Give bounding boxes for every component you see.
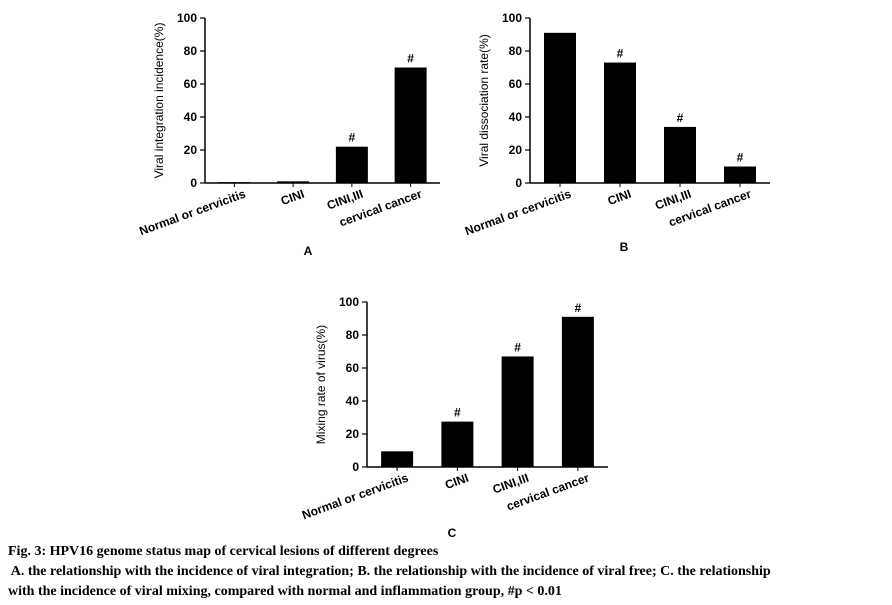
significance-mark: #	[349, 131, 356, 145]
y-tick-label: 100	[339, 295, 359, 309]
y-tick-label: 80	[184, 44, 198, 58]
bar	[335, 146, 368, 183]
bar	[501, 356, 534, 467]
x-tick-label: Normal or cervicitis	[463, 187, 573, 239]
bar	[277, 181, 310, 183]
bar	[724, 166, 756, 183]
x-tick-label: CINI	[606, 187, 633, 208]
bar	[394, 67, 427, 183]
y-tick-label: 80	[346, 328, 360, 342]
y-tick-label: 60	[184, 77, 198, 91]
panel: 0 20 40 60 80 100 Viral integration incidence(…	[137, 11, 440, 258]
y-tick-label: 60	[346, 361, 360, 375]
y-tick-label: 20	[509, 143, 523, 157]
significance-mark: #	[737, 151, 744, 165]
y-tick-label: 60	[509, 77, 523, 91]
y-tick-label: 100	[502, 11, 522, 25]
y-axis-label: Viral integration incidence(%)	[152, 23, 166, 179]
bar	[441, 421, 474, 467]
charts: 0 20 40 60 80 100 Viral integration incidence(…	[137, 11, 770, 540]
y-tick-label: 20	[346, 427, 360, 441]
bar	[561, 316, 594, 467]
y-axis-label: Mixing rate of virus(%)	[314, 325, 328, 444]
y-axis-label: Viral dissociation rate(%)	[477, 34, 491, 167]
significance-mark: #	[677, 111, 684, 125]
caption-title: Fig. 3: HPV16 genome status map of cervi…	[8, 544, 439, 559]
panel-label: C	[448, 526, 457, 540]
panel: 0 20 40 60 80 100 Viral dissociation rate(%) No…	[463, 11, 770, 254]
panel-label: B	[620, 240, 629, 254]
panel-label: A	[304, 244, 313, 258]
y-tick-label: 0	[190, 176, 197, 190]
y-tick-label: 40	[346, 394, 360, 408]
significance-mark: #	[454, 406, 461, 420]
x-tick-label: Normal or cervicitis	[137, 187, 247, 239]
y-tick-label: 40	[184, 110, 198, 124]
bar	[381, 451, 414, 467]
bar	[664, 126, 696, 183]
x-tick-label: CINI	[443, 471, 470, 492]
bar	[604, 62, 636, 183]
panel: 0 20 40 60 80 100 Mixing rate of virus(%) Norma…	[300, 295, 608, 540]
y-tick-label: 80	[509, 44, 523, 58]
significance-mark: #	[407, 52, 414, 66]
caption-line: with the incidence of viral mixing, comp…	[8, 584, 562, 599]
significance-mark: #	[514, 340, 521, 354]
bar	[544, 32, 576, 183]
y-tick-label: 0	[352, 460, 359, 474]
bar	[218, 182, 251, 183]
significance-mark: #	[575, 301, 582, 315]
y-tick-label: 20	[184, 143, 198, 157]
x-tick-label: Normal or cervicitis	[300, 471, 410, 523]
y-tick-label: 0	[515, 176, 522, 190]
y-tick-label: 40	[509, 110, 523, 124]
x-tick-label: CINI	[279, 187, 306, 208]
significance-mark: #	[617, 47, 624, 61]
caption-line: A. the relationship with the incidence o…	[8, 564, 771, 579]
y-tick-label: 100	[177, 11, 197, 25]
